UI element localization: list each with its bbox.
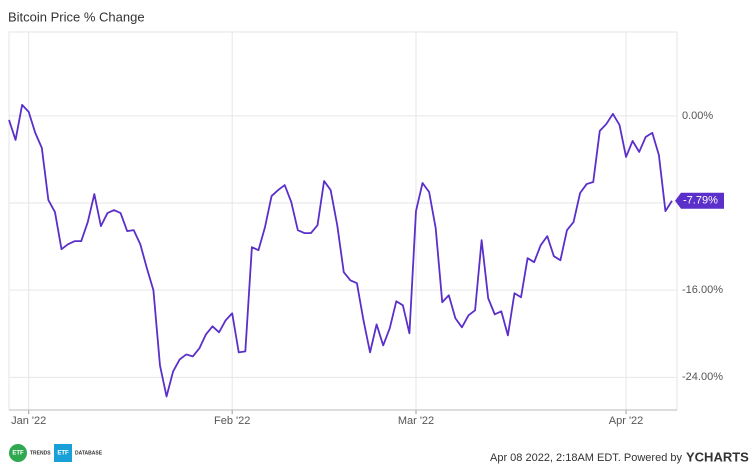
logo-badge	[54, 444, 72, 462]
logo-badge-text: ETF	[12, 451, 24, 457]
chart-title: Bitcoin Price % Change	[8, 9, 145, 24]
logo-text: DATABASE	[75, 450, 103, 456]
footer: ETF TRENDS ETF DATABASE Apr 08 2022, 2:1…	[9, 444, 749, 464]
x-tick-label: Feb '22	[214, 415, 250, 427]
logo-badge-text: ETF	[57, 451, 69, 457]
credit: Apr 08 2022, 2:18AM EDT. Powered by	[490, 452, 682, 464]
logo-badge	[9, 444, 27, 462]
end-label-text: -7.79%	[683, 195, 718, 207]
plot-area	[8, 31, 678, 411]
y-tick-label: -16.00%	[682, 284, 723, 296]
end-label-box	[675, 192, 724, 209]
y-tick-label: 0.00%	[682, 110, 713, 122]
line-series	[8, 103, 673, 398]
end-label: -7.79%	[675, 192, 724, 209]
x-tick-label: Apr '22	[609, 415, 644, 427]
x-tick-label: Mar '22	[398, 415, 434, 427]
brand: YCHARTS	[686, 449, 749, 464]
logo-text: TRENDS	[30, 450, 51, 456]
y-tick-label: -24.00%	[682, 371, 723, 383]
x-tick-label: Jan '22	[11, 415, 46, 427]
